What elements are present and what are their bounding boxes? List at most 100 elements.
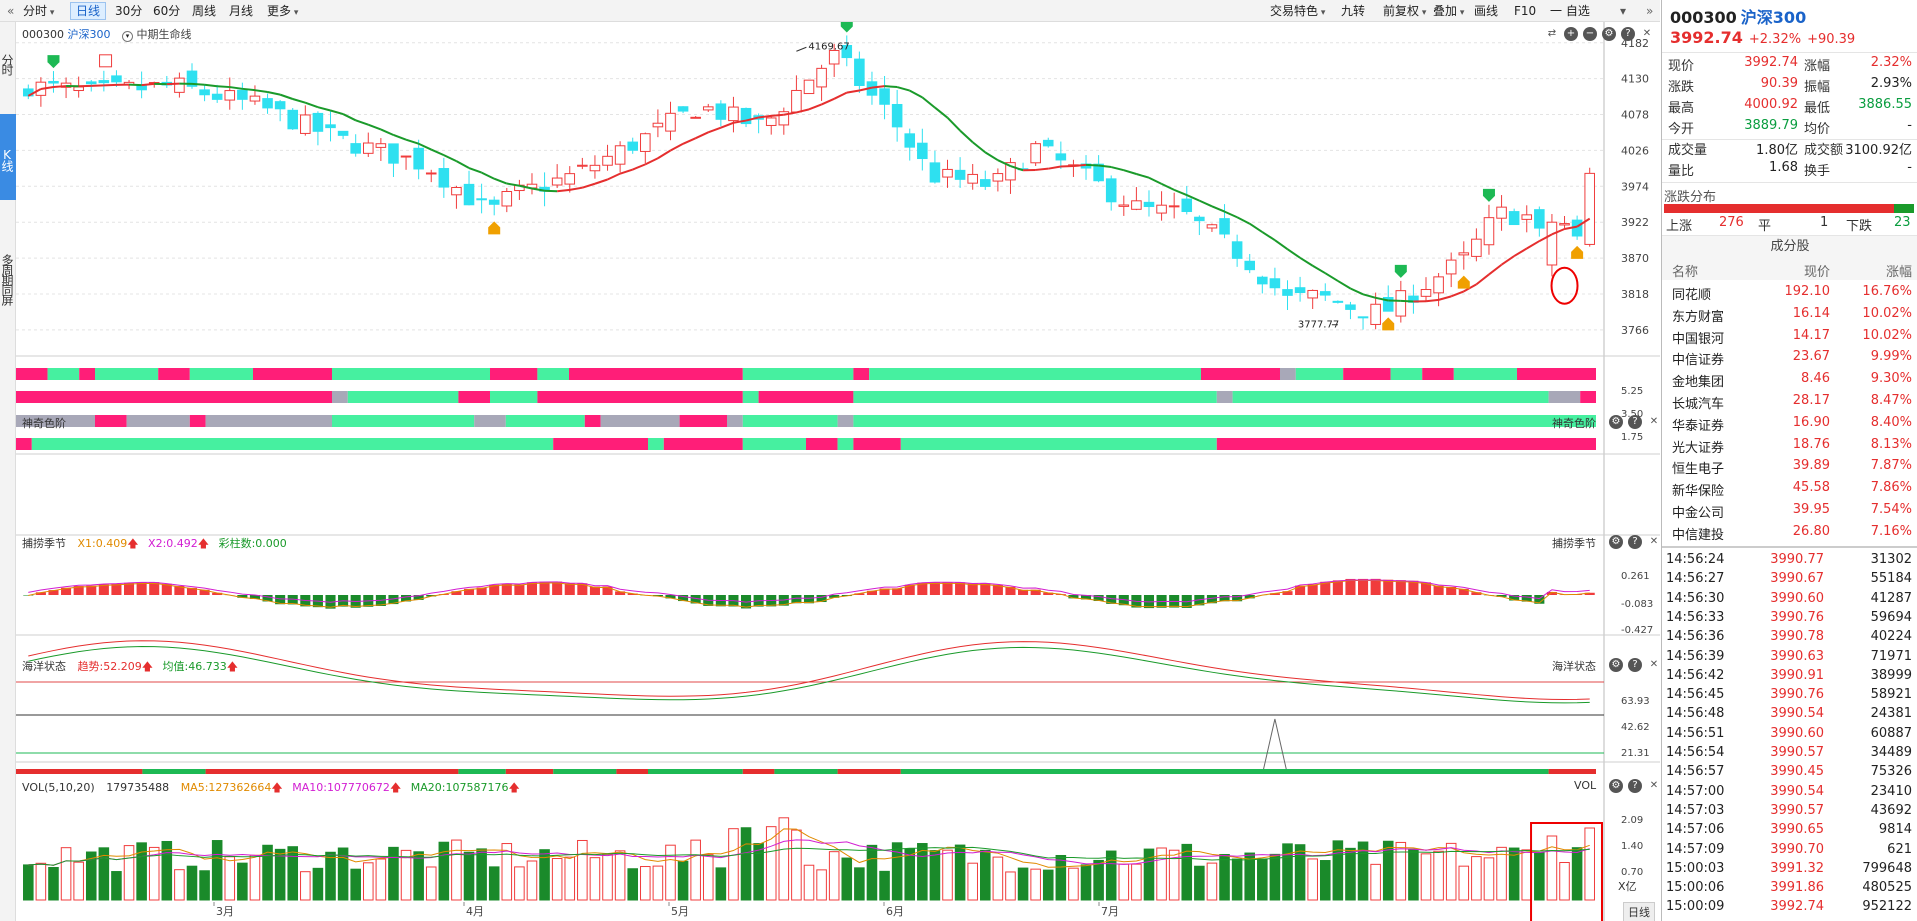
candle[interactable]: [463, 170, 475, 206]
settings-icon[interactable]: ⚙: [1609, 415, 1623, 429]
toolbar-tool-4[interactable]: 画线: [1474, 4, 1499, 18]
chart-canvas[interactable]: 4182413040784026397439223870381837664169…: [16, 22, 1660, 921]
col-price[interactable]: 现价: [1803, 265, 1830, 280]
component-row[interactable]: 东方财富 16.14 10.02%: [1662, 303, 1917, 325]
candle[interactable]: [1534, 206, 1545, 237]
candle[interactable]: [1319, 283, 1331, 301]
candle[interactable]: [1068, 159, 1079, 177]
candle[interactable]: [828, 43, 840, 77]
close-icon[interactable]: ✕: [1649, 416, 1659, 427]
candle[interactable]: [967, 164, 978, 190]
candle[interactable]: [211, 84, 223, 103]
buy-signal-icon[interactable]: [1571, 245, 1584, 259]
candle[interactable]: [1496, 195, 1507, 231]
candle[interactable]: [438, 157, 450, 198]
candle[interactable]: [362, 132, 374, 157]
candle[interactable]: [715, 100, 727, 127]
candle[interactable]: [262, 93, 273, 114]
toolbar-tool-2[interactable]: 前复权: [1378, 2, 1431, 20]
component-row[interactable]: 金地集团 8.46 9.30%: [1662, 368, 1917, 390]
candle[interactable]: [1521, 205, 1533, 233]
candle[interactable]: [1168, 192, 1180, 219]
candle[interactable]: [73, 76, 84, 98]
candle[interactable]: [1307, 289, 1318, 309]
help-icon[interactable]: ?: [1628, 779, 1642, 793]
candle[interactable]: [1030, 141, 1041, 167]
tab-2[interactable]: 30分: [115, 4, 143, 18]
candle[interactable]: [1181, 186, 1193, 215]
toolbar-tool-0[interactable]: 交易特色: [1265, 2, 1330, 20]
close-icon[interactable]: ✕: [1649, 780, 1659, 791]
candle[interactable]: [917, 128, 928, 171]
close-icon[interactable]: ✕: [1642, 28, 1652, 39]
candle[interactable]: [1332, 300, 1344, 304]
help-icon[interactable]: ?: [1628, 415, 1642, 429]
candle[interactable]: [640, 132, 651, 164]
toolbar-tool-3[interactable]: 叠加: [1428, 2, 1469, 20]
candle[interactable]: [161, 75, 173, 88]
candle[interactable]: [312, 111, 324, 146]
candle[interactable]: [702, 103, 714, 112]
candle[interactable]: [451, 185, 462, 209]
candle[interactable]: [589, 155, 601, 179]
candle[interactable]: [1105, 175, 1117, 211]
candle[interactable]: [400, 155, 412, 170]
candle[interactable]: [526, 173, 538, 195]
candle[interactable]: [1055, 141, 1067, 169]
watchlist-dropdown-icon[interactable]: ▾: [1620, 4, 1627, 18]
candle[interactable]: [791, 75, 802, 114]
candle[interactable]: [1042, 137, 1054, 148]
candle[interactable]: [904, 128, 916, 161]
candle[interactable]: [237, 82, 248, 110]
candle[interactable]: [841, 35, 853, 67]
candle[interactable]: [1282, 280, 1293, 310]
candle[interactable]: [60, 77, 72, 99]
candle[interactable]: [803, 79, 815, 95]
candle[interactable]: [627, 137, 638, 154]
candle[interactable]: [300, 105, 311, 136]
col-name[interactable]: 名称: [1672, 265, 1699, 280]
candle[interactable]: [514, 179, 525, 200]
candle[interactable]: [740, 107, 752, 128]
candle[interactable]: [1433, 273, 1444, 307]
candle[interactable]: [1143, 190, 1155, 217]
candle[interactable]: [174, 72, 185, 98]
swap-icon[interactable]: ⇄: [1547, 28, 1557, 39]
component-row[interactable]: 中金公司 39.95 7.54%: [1662, 499, 1917, 521]
candle[interactable]: [199, 84, 210, 102]
candle[interactable]: [488, 196, 500, 216]
help-icon[interactable]: ?: [1628, 658, 1642, 672]
candle[interactable]: [413, 139, 424, 180]
candle[interactable]: [1294, 276, 1306, 302]
candle[interactable]: [1244, 253, 1256, 274]
candle[interactable]: [274, 99, 286, 122]
tab-1[interactable]: 日线: [70, 2, 107, 20]
candle[interactable]: [816, 64, 827, 101]
zoom-out-icon[interactable]: −: [1583, 27, 1597, 41]
candle[interactable]: [577, 157, 588, 170]
sell-signal-icon[interactable]: [1482, 188, 1495, 202]
candle[interactable]: [765, 114, 777, 135]
candle[interactable]: [123, 80, 135, 90]
component-row[interactable]: 长城汽车 28.17 8.47%: [1662, 390, 1917, 412]
zoom-in-icon[interactable]: +: [1564, 27, 1578, 41]
indicator-label[interactable]: 中期生命线: [136, 28, 192, 41]
candle[interactable]: [564, 166, 576, 193]
candle[interactable]: [224, 77, 236, 110]
component-row[interactable]: 同花顺 192.10 16.76%: [1662, 281, 1917, 303]
close-icon[interactable]: ✕: [1649, 536, 1659, 547]
component-row[interactable]: 中信证券 23.67 9.99%: [1662, 346, 1917, 368]
sell-signal-icon[interactable]: [47, 55, 60, 69]
collapse-left-icon[interactable]: «: [7, 4, 15, 18]
settings-icon[interactable]: ⚙: [1609, 658, 1623, 672]
candle[interactable]: [1005, 157, 1016, 194]
candle[interactable]: [854, 51, 865, 93]
candle[interactable]: [665, 101, 676, 141]
help-icon[interactable]: ?: [1628, 535, 1642, 549]
component-row[interactable]: 中国银河 14.17 10.02%: [1662, 325, 1917, 347]
candle[interactable]: [992, 168, 1004, 192]
toolbar-tool-5[interactable]: F10: [1514, 4, 1537, 18]
candle[interactable]: [501, 187, 513, 213]
candle[interactable]: [778, 107, 790, 135]
toolbar-tool-1[interactable]: 九转: [1341, 4, 1366, 18]
